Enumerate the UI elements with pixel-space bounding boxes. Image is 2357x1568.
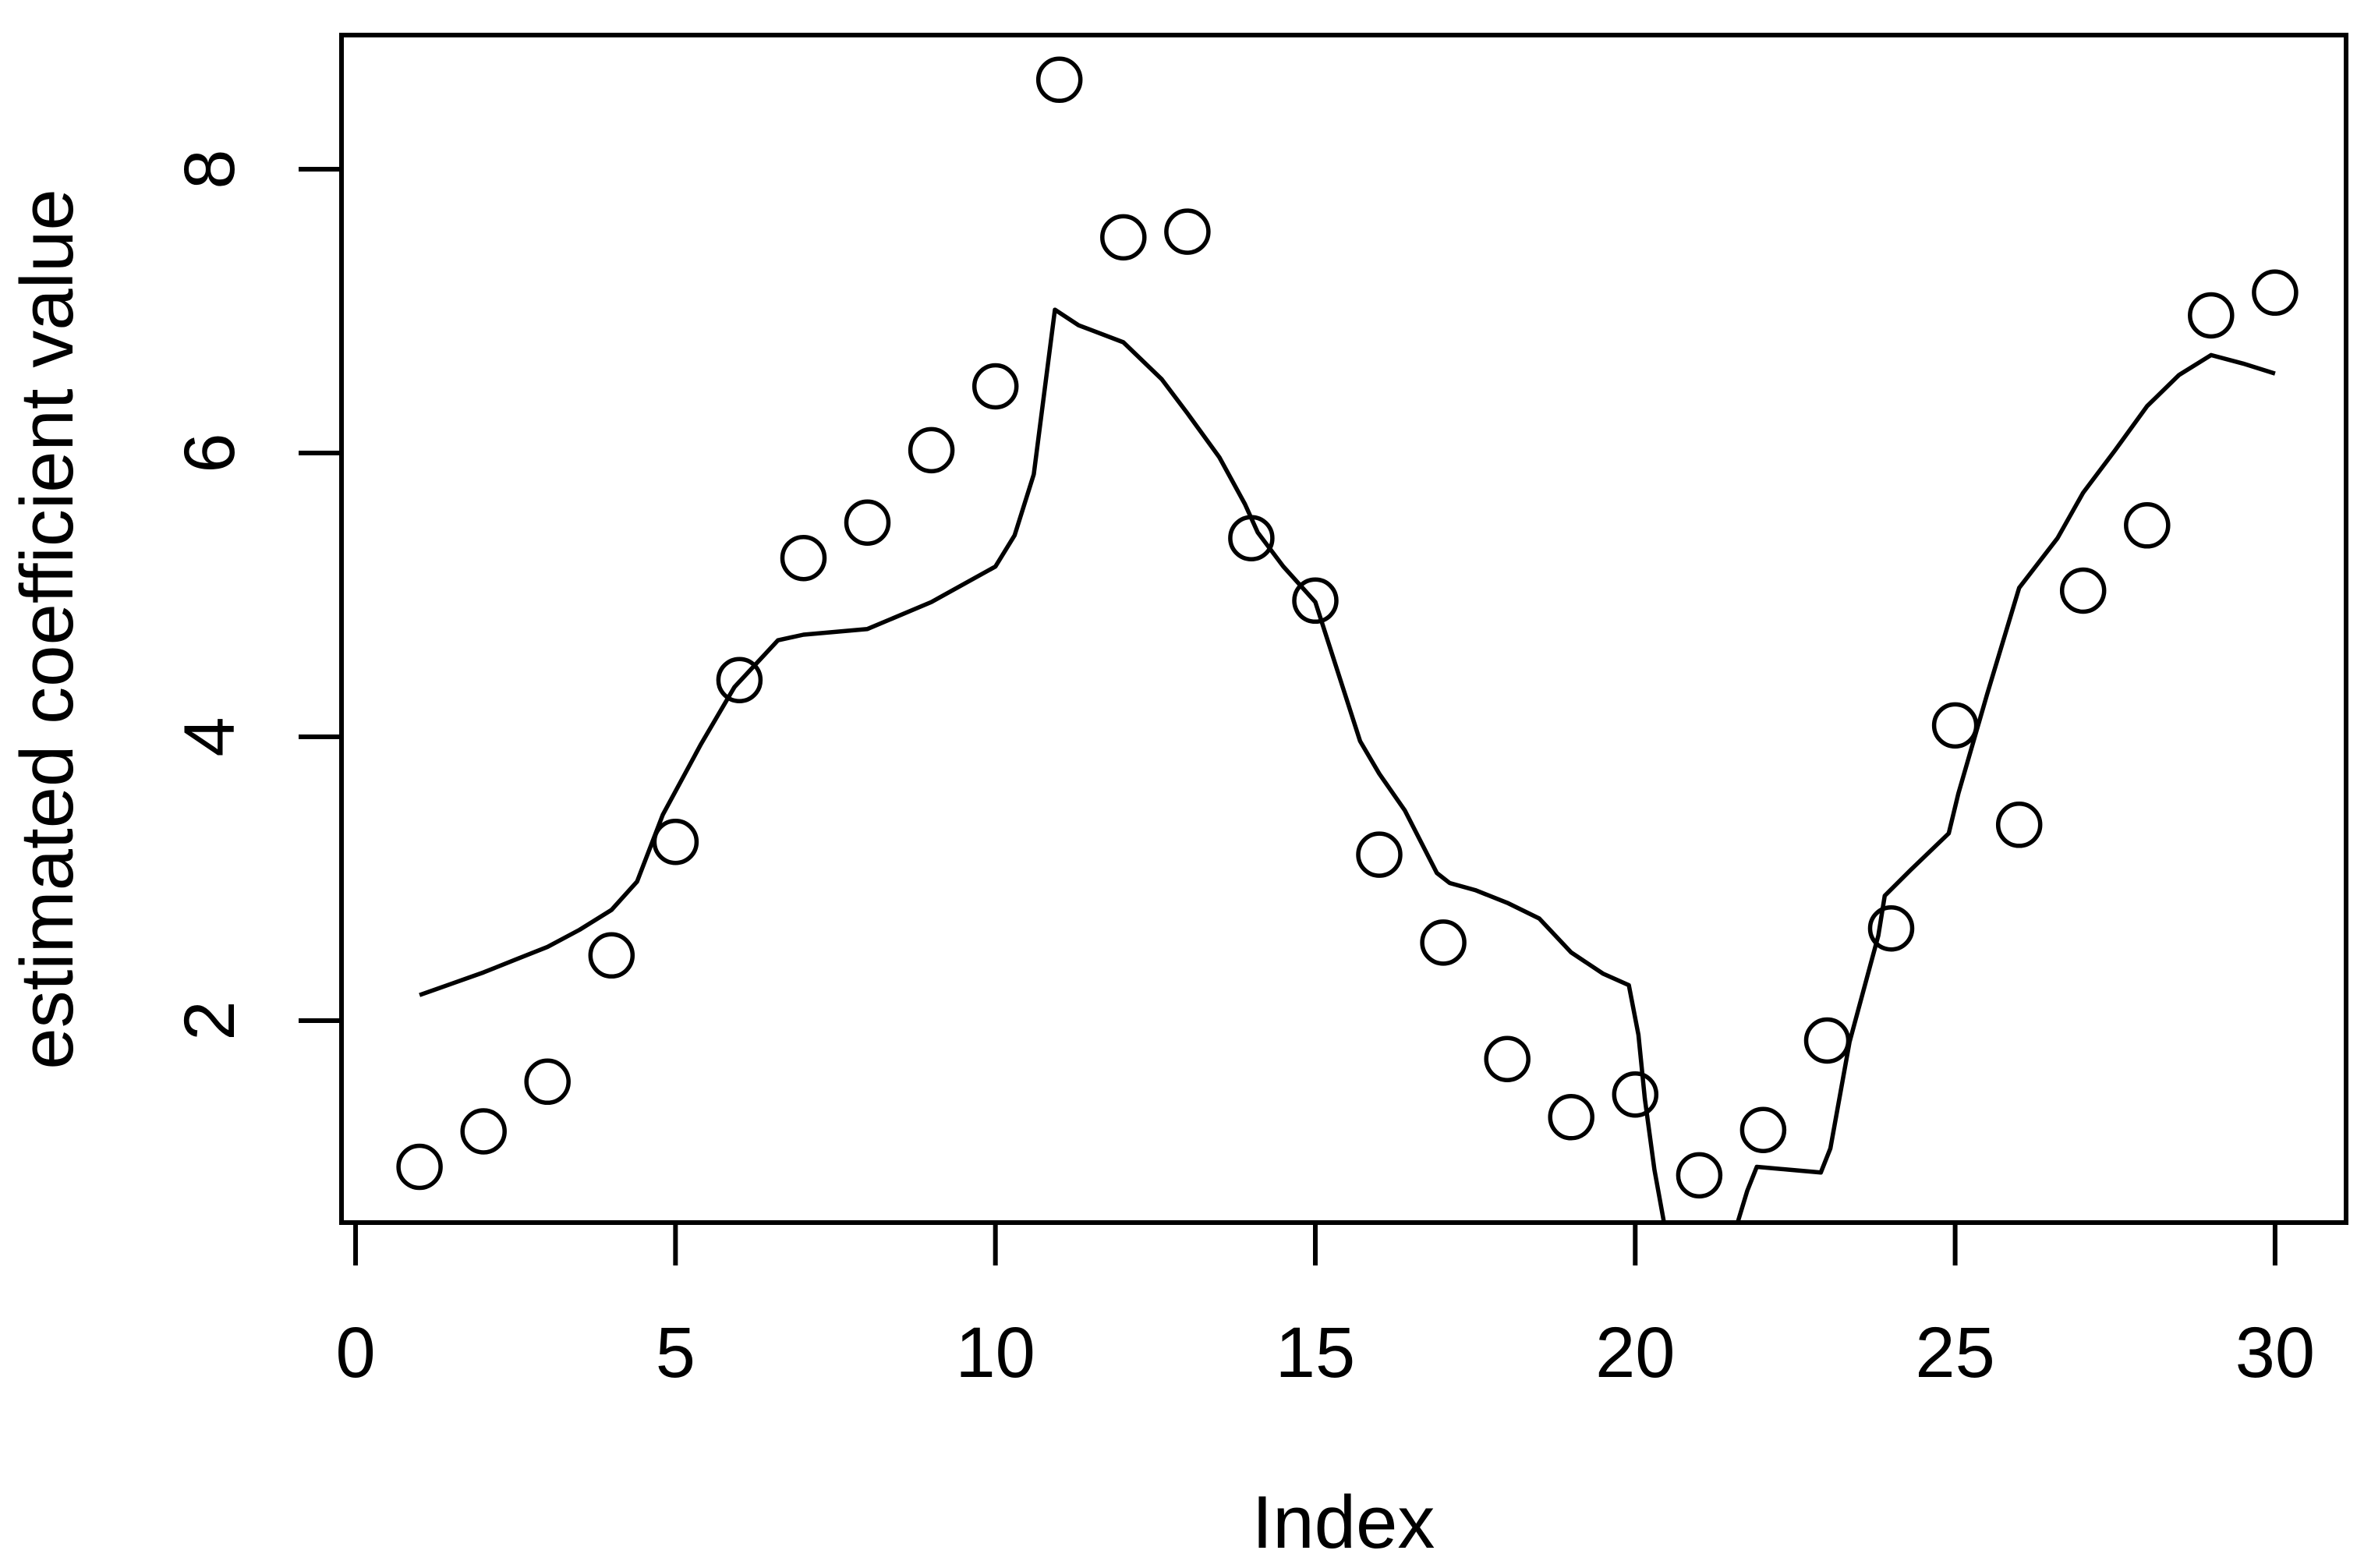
x-tick-label: 15 — [1276, 1313, 1355, 1393]
y-tick-label: 8 — [170, 149, 250, 189]
data-point-marker — [2059, 567, 2107, 614]
y-axis-ticks: 2 4 6 8 — [170, 149, 342, 1041]
x-axis-label: Index — [1252, 1481, 1435, 1564]
data-point-marker — [396, 1143, 443, 1191]
plot-box — [339, 33, 2348, 1225]
x-tick-label: 5 — [656, 1313, 695, 1393]
data-point-marker — [1931, 702, 1979, 749]
data-point-marker — [2252, 269, 2299, 317]
data-points — [396, 56, 2299, 1199]
x-axis-ticks: 0 5 10 15 20 25 30 — [335, 1223, 2315, 1393]
x-tick-label: 0 — [335, 1313, 375, 1393]
data-point-marker — [971, 363, 1019, 410]
x-tick-label: 30 — [2235, 1313, 2315, 1393]
x-tick-label: 25 — [1915, 1313, 1994, 1393]
data-point-marker — [844, 499, 891, 546]
data-point-marker — [1228, 515, 1275, 561]
data-point-marker — [524, 1058, 571, 1106]
data-point-marker — [1420, 919, 1467, 966]
data-point-marker — [1164, 208, 1211, 255]
data-point-marker — [1739, 1106, 1787, 1153]
data-point-marker — [1548, 1094, 1594, 1141]
data-point-marker — [780, 534, 827, 582]
data-point-marker — [652, 818, 699, 865]
data-point-marker — [1292, 577, 1339, 625]
data-point-marker — [1035, 56, 1083, 104]
data-point-marker — [1676, 1152, 1723, 1199]
data-point-marker — [1867, 904, 1915, 952]
fitted-line-path — [419, 307, 1666, 1223]
data-point-marker — [588, 932, 635, 979]
x-tick-label: 10 — [956, 1313, 1035, 1393]
data-point-marker — [1484, 1035, 1531, 1082]
fitted-line-path — [1735, 352, 2276, 1223]
data-point-marker — [1612, 1071, 1659, 1118]
data-point-marker — [460, 1108, 507, 1155]
data-point-marker — [2188, 292, 2235, 339]
y-tick-label: 6 — [170, 433, 250, 473]
data-point-marker — [2124, 502, 2171, 549]
data-point-marker — [716, 657, 763, 703]
data-point-marker — [1100, 214, 1147, 261]
x-tick-label: 20 — [1595, 1313, 1675, 1393]
data-point-marker — [1803, 1017, 1851, 1064]
fitted-line — [419, 307, 2276, 1223]
y-tick-label: 2 — [170, 1000, 250, 1040]
data-point-marker — [1356, 831, 1403, 878]
data-point-marker — [908, 427, 955, 474]
data-point-marker — [1995, 802, 2043, 848]
y-axis-label: estimated coefficient value — [5, 189, 89, 1070]
y-tick-label: 4 — [170, 717, 250, 756]
